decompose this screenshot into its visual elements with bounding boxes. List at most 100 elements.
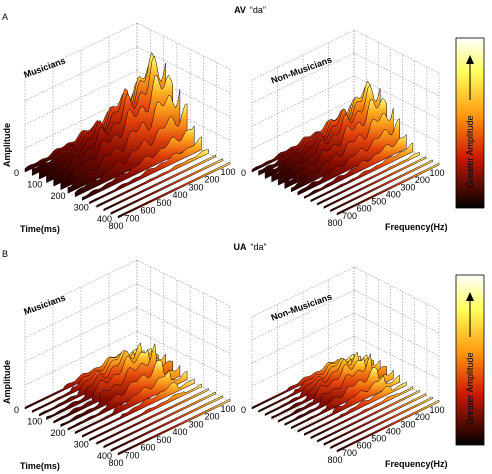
time-tick-label: 300 [74, 440, 89, 450]
freq-tick-label: 400 [172, 190, 187, 200]
freq-tick-label: 600 [357, 204, 372, 214]
surface-slice [310, 142, 414, 203]
surface-slice [89, 136, 202, 205]
freq-tick-label: 700 [342, 211, 357, 221]
time-tick-label: 200 [50, 428, 65, 438]
wall-grid [353, 52, 440, 97]
freq-tick-label: 600 [140, 206, 155, 216]
surface-slice [317, 152, 420, 206]
wall-grid [353, 312, 440, 357]
colorbar-label: Greater Amplitude [465, 352, 475, 425]
surface-slice [96, 149, 209, 208]
freq-tick-label: 300 [188, 419, 203, 429]
surface-slice [81, 124, 195, 201]
freq-tick-label: 100 [220, 404, 235, 414]
surface-slice [297, 374, 401, 433]
colorbar-label: Greater Amplitude [465, 115, 475, 188]
time-tick-label: 300 [74, 203, 89, 213]
wall-grid [353, 335, 440, 380]
time-tick-label: 0 [241, 168, 246, 178]
x-axis-label: Time(ms) [20, 224, 60, 234]
plot-title: Non-Musicians [270, 291, 334, 322]
surface-slice [336, 399, 440, 453]
plot-title: Musicians [22, 292, 66, 316]
surface-slice [110, 158, 224, 215]
freq-tick-label: 600 [140, 443, 155, 453]
freq-tick-label: 500 [156, 435, 171, 445]
time-tick-label: 0 [14, 405, 19, 415]
surface-slice [304, 133, 407, 199]
panel-title: AV “da” [234, 5, 266, 15]
freq-tick-label: 500 [371, 434, 386, 444]
freq-tick-label: 200 [415, 412, 430, 422]
time-tick-label: 200 [50, 191, 65, 201]
surface-slice [330, 159, 433, 213]
wall-grid [136, 259, 231, 307]
surface-slice [323, 393, 427, 446]
panel-label: B [2, 249, 8, 259]
wall-grid [136, 46, 231, 94]
wall-grid [251, 266, 355, 318]
freq-tick-label: 400 [386, 426, 401, 436]
freq-tick-label: 100 [220, 167, 235, 177]
freq-tick-label: 800 [108, 458, 123, 468]
wall-grid [136, 70, 231, 117]
title-condition: UA [233, 242, 246, 252]
wall-grid [251, 312, 355, 364]
surface-slice [330, 396, 433, 450]
surface-slice [117, 161, 231, 219]
z-axis-label: Frequency(Hz) [385, 222, 448, 232]
wall-grid [136, 22, 231, 70]
surface-slice [89, 383, 202, 442]
surface-slice [297, 118, 401, 196]
surface-slice [284, 97, 387, 189]
colorbar-arrowhead [466, 292, 474, 301]
surface-slice [103, 154, 216, 212]
freq-tick-label: 300 [400, 419, 415, 429]
surface-slice [67, 360, 181, 431]
wall-grid [353, 289, 440, 334]
time-tick-label: 400 [97, 214, 112, 224]
plot-title: Musicians [22, 55, 66, 79]
plot: Musicians0100200300400800700600500400300… [2, 22, 236, 234]
title-syllable: “da” [250, 242, 266, 252]
wall-grid [353, 29, 440, 74]
panel-label: A [2, 12, 8, 22]
surface-slice [96, 388, 209, 445]
surface-slice [117, 398, 231, 456]
wall-grid [251, 335, 355, 387]
wall-grid [251, 75, 355, 127]
time-tick-label: 100 [27, 180, 42, 190]
freq-tick-label: 700 [124, 213, 139, 223]
freq-tick-label: 700 [124, 450, 139, 460]
plot: Musicians0100200300400800700600500400300… [2, 259, 236, 471]
freq-tick-label: 100 [429, 168, 444, 178]
surface-slice [323, 156, 427, 209]
floor-grid [294, 380, 397, 431]
surface-slice [46, 51, 159, 184]
surface-slice [103, 391, 216, 449]
freq-tick-label: 600 [357, 441, 372, 451]
time-tick-label: 0 [14, 168, 19, 178]
z-axis-label: Frequency(Hz) [385, 459, 448, 469]
surface-slice [60, 74, 174, 191]
title-condition: AV [234, 5, 246, 15]
time-tick-label: 400 [97, 451, 112, 461]
panel: AAV “da”Musicians010020030040080070060050… [2, 5, 485, 234]
freq-tick-label: 400 [172, 427, 187, 437]
freq-tick-label: 300 [400, 182, 415, 192]
surface-slice [110, 395, 224, 452]
freq-tick-label: 100 [429, 405, 444, 415]
wall-grid [251, 98, 355, 150]
surface-slice [317, 389, 420, 443]
wall-grid [136, 283, 231, 331]
freq-tick-label: 200 [415, 175, 430, 185]
surface-slice [304, 381, 407, 436]
title-syllable: “da” [250, 5, 266, 15]
surface-slice [336, 162, 440, 216]
freq-tick-label: 800 [327, 455, 342, 465]
freq-tick-label: 500 [156, 198, 171, 208]
panel-title: UA “da” [233, 242, 266, 252]
